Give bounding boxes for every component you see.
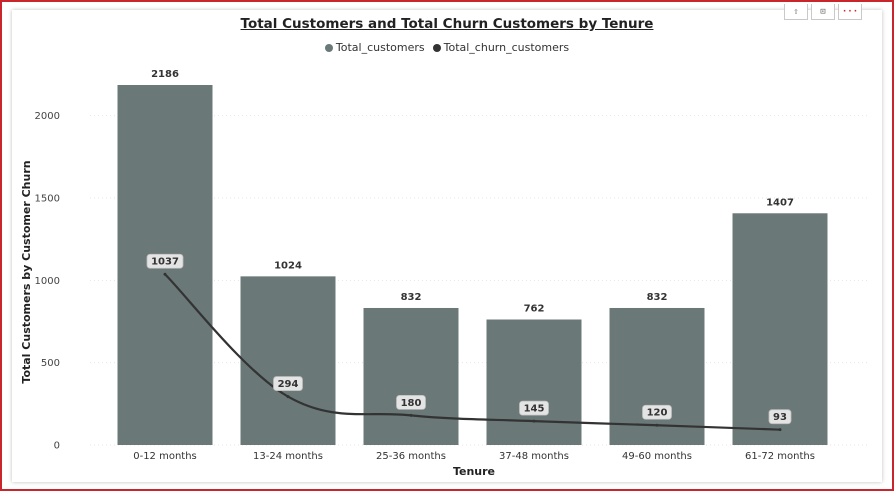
bar-data-label: 1024 [274, 260, 302, 271]
y-tick-label: 1500 [35, 193, 60, 204]
bar-data-label: 1407 [766, 197, 794, 208]
bar-total-customers [240, 276, 336, 445]
line-point [163, 272, 167, 276]
y-tick-label: 2000 [35, 111, 60, 122]
bar-data-label: 762 [524, 304, 545, 315]
y-tick-label: 500 [41, 358, 60, 369]
bar-total-customers [732, 213, 828, 445]
line-point [778, 428, 782, 432]
visual-header: ⇧ ⊡ ··· [784, 4, 862, 20]
y-axis-title: Total Customers by Customer Churn [20, 160, 33, 383]
x-axis-title: Tenure [453, 465, 495, 478]
line-data-label-box [273, 376, 303, 391]
legend-swatch-total-customers [324, 43, 333, 52]
line-data-label-box [519, 400, 549, 416]
x-tick-label: 37-48 months [499, 451, 569, 462]
x-tick-label: 13-24 months [253, 451, 323, 462]
line-point [286, 395, 290, 399]
bar-data-label: 2186 [151, 69, 179, 80]
chart-title: Total Customers and Total Churn Customer… [240, 16, 654, 32]
focus-mode-icon[interactable]: ⊡ [811, 4, 835, 20]
line-data-label: 120 [647, 408, 668, 419]
legend-label-total-churn-customers: Total_churn_customers [443, 41, 570, 54]
bar-data-label: 832 [647, 292, 668, 303]
y-tick-label: 0 [54, 441, 60, 452]
more-options-icon[interactable]: ··· [838, 4, 862, 20]
y-tick-label: 1000 [35, 276, 60, 287]
pin-icon[interactable]: ⇧ [784, 4, 808, 20]
x-tick-label: 61-72 months [745, 451, 815, 462]
line-data-label: 1037 [151, 257, 179, 268]
line-data-label-box [768, 409, 792, 425]
bar-total-customers [363, 307, 459, 445]
chart-legend: Total_customers Total_churn_customers [12, 41, 882, 54]
chart-plot: 0 500 1000 1500 2000 Tenure Total Customers by… [20, 69, 869, 478]
line-data-label: 93 [773, 412, 787, 423]
legend-item-total-churn-customers[interactable]: Total_churn_customers [432, 41, 570, 54]
bar-data-label: 832 [401, 292, 422, 303]
bar-total-customers [486, 319, 582, 445]
line-point [532, 419, 536, 423]
legend-item-total-customers[interactable]: Total_customers [324, 41, 425, 54]
x-tick-label: 25-36 months [376, 451, 446, 462]
line-data-label-box [396, 394, 426, 410]
line-data-label-box [146, 253, 184, 269]
line-data-label-box [642, 404, 672, 420]
line-data-label: 294 [278, 379, 299, 390]
x-tick-label: 0-12 months [133, 451, 197, 462]
line-data-label: 180 [401, 398, 422, 409]
chart-visual[interactable]: ⇧ ⊡ ··· Total Customers and Total Churn … [12, 4, 882, 482]
legend-swatch-total-churn-customers [432, 43, 441, 52]
line-point [655, 423, 659, 427]
x-tick-label: 49-60 months [622, 451, 692, 462]
line-data-label: 145 [524, 404, 545, 415]
bar-total-customers [609, 307, 705, 445]
line-total-churn-customers [164, 273, 781, 431]
legend-label-total-customers: Total_customers [335, 41, 425, 54]
line-point [409, 413, 413, 417]
